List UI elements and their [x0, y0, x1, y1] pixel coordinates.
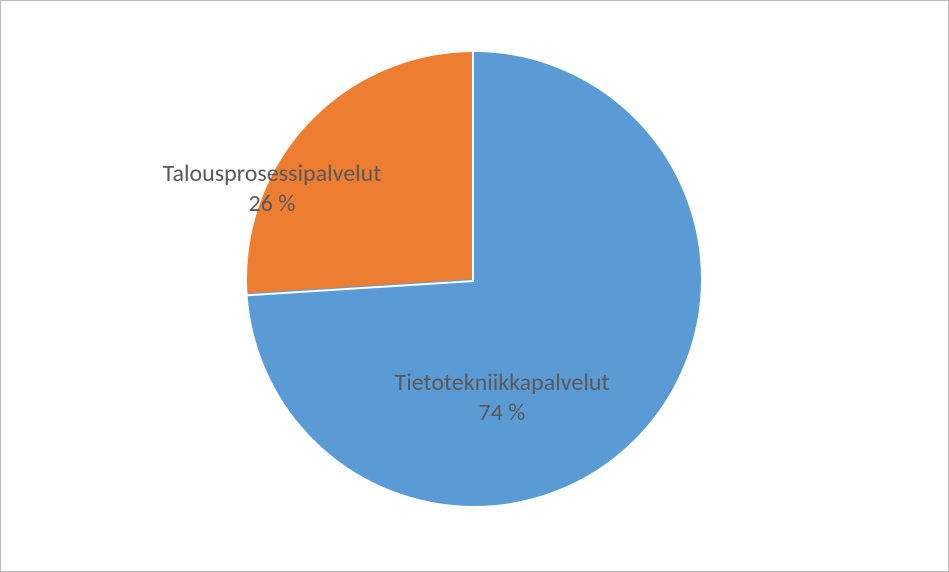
slice-separator	[472, 51, 474, 280]
pie-chart: Tietotekniikkapalvelut 74 % Talousproses…	[0, 0, 949, 572]
slice-name-1: Talousprosessipalvelut	[163, 159, 382, 188]
slice-percent-1: 26 %	[249, 189, 296, 218]
slice-name-0: Tietotekniikkapalvelut	[395, 368, 610, 397]
slice-label-1: Talousprosessipalvelut 26 %	[163, 159, 382, 219]
pie	[245, 50, 703, 508]
slice-label-0: Tietotekniikkapalvelut 74 %	[395, 368, 610, 428]
slice-percent-0: 74 %	[479, 398, 526, 427]
